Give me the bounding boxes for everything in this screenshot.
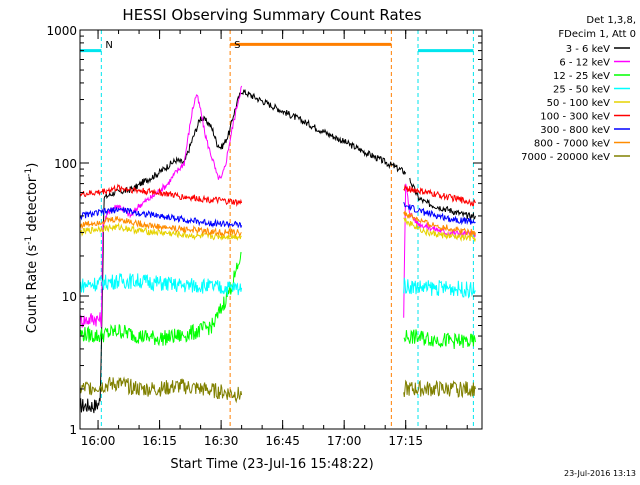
series-line-7-seg-0 [80, 215, 242, 238]
plot-inner [80, 30, 476, 429]
series-line-4-seg-1 [403, 217, 476, 242]
legend-label-1: 6 - 12 keV [559, 58, 610, 69]
legend-label-4: 50 - 100 keV [547, 98, 611, 109]
series-line-1-seg-1 [403, 183, 476, 318]
series-line-4-seg-0 [80, 222, 242, 242]
legend-label-7: 800 - 7000 keV [534, 139, 610, 150]
series-line-5-seg-1 [403, 184, 476, 207]
chart-title: HESSI Observing Summary Count Rates [122, 6, 421, 24]
marker-label-s: S [234, 40, 240, 51]
marker-label-n: N [105, 40, 112, 51]
y-tick-label: 10 [62, 290, 77, 304]
series-line-8-seg-1 [403, 379, 476, 399]
legend-label-2: 12 - 25 keV [553, 71, 610, 82]
series-line-3-seg-0 [80, 273, 243, 296]
y-tick-label: 100 [54, 157, 77, 171]
x-tick-label: 16:30 [204, 434, 239, 448]
legend-header-line-2: FDecim 1, Att 0 [558, 29, 636, 40]
series-line-5-seg-0 [80, 183, 243, 207]
x-axis-label: Start Time (23-Jul-16 15:48:22) [170, 457, 373, 472]
y-tick-label: 1000 [46, 24, 77, 38]
series-line-6-seg-1 [403, 202, 476, 226]
legend-label-0: 3 - 6 keV [566, 44, 610, 55]
footer-timestamp: 23-Jul-2016 13:13 [564, 469, 636, 478]
legend-label-6: 300 - 800 keV [540, 125, 610, 136]
series-line-2-seg-1 [403, 329, 476, 350]
legend-label-3: 25 - 50 keV [553, 85, 610, 96]
y-tick-label: 1 [69, 423, 77, 437]
x-tick-label: 16:15 [142, 434, 177, 448]
series-line-2-seg-0 [80, 251, 242, 347]
x-tick-label: 17:15 [388, 434, 423, 448]
series-line-6-seg-0 [80, 207, 243, 229]
legend-label-5: 100 - 300 keV [540, 112, 610, 123]
x-tick-label: 16:00 [81, 434, 116, 448]
x-tick-label: 17:00 [327, 434, 362, 448]
x-tick-label: 16:45 [265, 434, 300, 448]
series-line-8-seg-0 [80, 376, 243, 404]
legend-label-8: 7000 - 20000 keV [521, 152, 610, 163]
y-axis-label: Count Rate (s-1 detector-1) [24, 163, 40, 334]
series-line-7-seg-1 [403, 210, 476, 237]
legend: Det 1,3,8, FDecim 1, Att 0 3 - 6 keV 6 - … [521, 15, 636, 163]
series-line-0-seg-0 [80, 89, 407, 414]
series-line-0-seg-1 [409, 177, 476, 221]
legend-header-line-1: Det 1,3,8, [586, 15, 636, 26]
series-line-3-seg-1 [403, 277, 476, 299]
plot-frame [79, 29, 483, 430]
plot-area: N S 1 10 100 1000 16:00 16:15 16:30 16:45 17:00 17:… [46, 24, 483, 448]
